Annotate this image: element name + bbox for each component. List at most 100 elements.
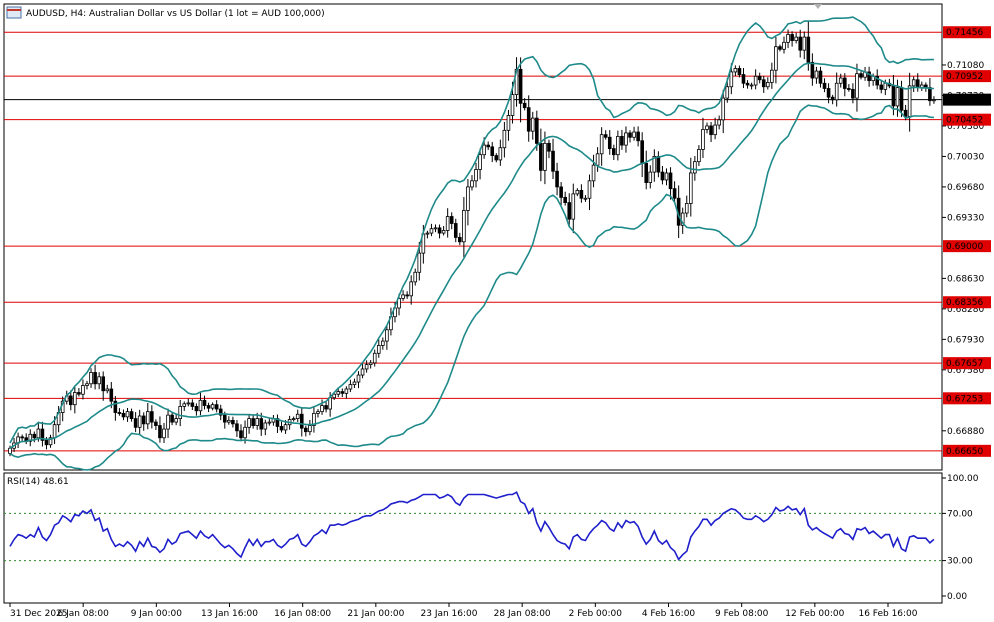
chart-shift-marker[interactable]: [814, 4, 822, 9]
candle: [405, 291, 409, 299]
candle-body: [20, 436, 24, 439]
candle: [441, 226, 446, 236]
candle: [291, 416, 296, 422]
candle-body: [672, 188, 677, 199]
candle-body: [563, 196, 567, 203]
candle: [628, 130, 632, 143]
candle-body: [8, 447, 12, 454]
candle-body: [372, 352, 377, 364]
candle: [466, 178, 470, 226]
level-price-tag: [943, 113, 991, 126]
candle-body: [761, 79, 766, 88]
candle: [668, 167, 673, 200]
candle: [879, 81, 884, 94]
candle-body: [737, 68, 742, 75]
candle: [68, 390, 73, 411]
candle: [312, 406, 316, 433]
candle-body: [77, 392, 81, 395]
candle-body: [235, 423, 239, 432]
candle: [579, 184, 584, 203]
candle-body: [478, 154, 482, 170]
candle-body: [117, 412, 122, 414]
candle-body: [551, 150, 555, 172]
candle: [535, 110, 539, 151]
candle: [567, 193, 572, 228]
candle-body: [830, 96, 835, 101]
candle: [214, 400, 219, 413]
candle: [453, 218, 458, 243]
candle: [458, 232, 462, 246]
candle: [733, 65, 738, 77]
candle-body: [299, 413, 304, 429]
candle: [194, 403, 199, 416]
candle: [141, 412, 146, 431]
candle: [154, 419, 158, 431]
candle: [413, 268, 418, 286]
candle: [117, 408, 122, 416]
candle-body: [693, 161, 697, 174]
candle: [202, 395, 207, 410]
candle: [247, 413, 251, 434]
candle-body: [474, 169, 478, 182]
level-price-tag: [943, 26, 991, 39]
candle-body: [336, 391, 341, 395]
candle: [705, 122, 709, 134]
candle-body: [490, 146, 495, 156]
candle: [190, 399, 195, 411]
candle-body: [340, 391, 345, 394]
candle-body: [429, 228, 434, 234]
candle-body: [360, 368, 365, 376]
candle: [206, 402, 211, 413]
candle: [911, 76, 916, 92]
candle-body: [818, 70, 823, 84]
time-tick-label: 9 Jan 00:00: [131, 609, 183, 619]
candle-body: [729, 71, 734, 88]
candle: [672, 181, 677, 203]
candle-body: [530, 117, 535, 132]
candle-body: [709, 125, 713, 136]
candle-body: [778, 46, 782, 50]
candle: [599, 127, 604, 166]
candle-body: [133, 418, 138, 428]
candle: [851, 83, 855, 104]
candle-body: [591, 164, 596, 182]
candle: [304, 425, 308, 437]
candle: [782, 36, 786, 54]
price-tick-label: 0.70380: [947, 122, 984, 132]
candle-body: [907, 85, 912, 117]
time-tick-label: 16 Feb 16:00: [858, 609, 917, 619]
candle: [352, 378, 357, 389]
bollinger-middle-band: [9, 62, 934, 449]
candle-body: [806, 36, 811, 63]
candle: [616, 130, 620, 161]
candle: [85, 380, 89, 390]
price-tick-label: 0.71080: [947, 61, 984, 71]
candle: [919, 81, 924, 92]
candle-body: [417, 252, 422, 273]
candle: [859, 71, 863, 80]
candle-body: [506, 115, 511, 131]
candle: [753, 69, 758, 90]
candle: [547, 139, 551, 159]
candle-body: [206, 405, 211, 409]
chart-window-icon-body: [6, 6, 22, 19]
candle: [113, 396, 118, 421]
candle: [559, 182, 563, 206]
candle: [178, 399, 183, 427]
candle-body: [701, 129, 705, 150]
candle-body: [855, 73, 859, 99]
candle: [425, 230, 430, 239]
candle-body: [660, 171, 665, 181]
candle-body: [851, 88, 855, 99]
candle-body: [826, 88, 831, 98]
candle: [16, 432, 20, 448]
candle-body: [89, 372, 93, 385]
candle: [218, 404, 223, 421]
bollinger-lower-band: [9, 104, 934, 471]
candle: [381, 337, 385, 350]
candle: [494, 153, 499, 163]
candle-body: [101, 376, 106, 392]
candle: [299, 407, 304, 437]
candle: [830, 94, 835, 105]
